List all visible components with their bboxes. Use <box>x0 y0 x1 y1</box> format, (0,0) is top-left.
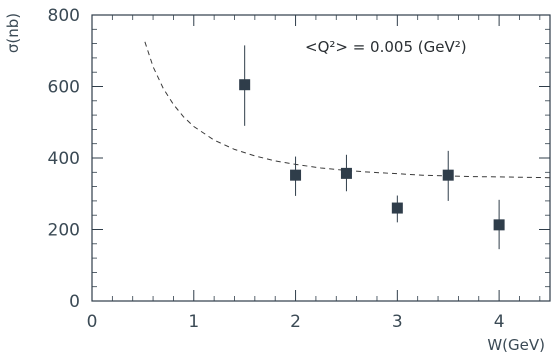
data-point <box>391 202 403 214</box>
y-tick-label: 400 <box>48 149 80 169</box>
axis-ticks: 0 1 2 3 4 0 200 400 600 800 <box>48 6 550 332</box>
points-layer <box>239 45 505 250</box>
y-tick-label: 800 <box>48 6 80 26</box>
y-axis-label: σ(nb) <box>4 13 22 53</box>
data-point <box>340 167 352 179</box>
annotation: <Q²> = 0.005 (GeV²) <box>305 38 467 56</box>
x-tick-label: 4 <box>494 312 505 332</box>
curve-layer <box>144 41 551 179</box>
x-tick-label: 3 <box>392 312 403 332</box>
dashed-curve <box>144 41 551 179</box>
x-tick-label: 2 <box>290 312 301 332</box>
x-tick-label: 1 <box>188 312 199 332</box>
x-axis-label: W(GeV) <box>487 336 545 354</box>
y-tick-label: 600 <box>48 78 80 98</box>
labels-layer: <Q²> = 0.005 (GeV²) W(GeV) σ(nb) <box>4 13 545 354</box>
y-tick-label: 200 <box>48 221 80 241</box>
y-tick-label: 0 <box>69 292 80 312</box>
data-point <box>239 79 251 91</box>
data-point <box>290 169 302 181</box>
data-point <box>442 169 454 181</box>
plot-border <box>91 14 551 302</box>
x-tick-label: 0 <box>87 312 98 332</box>
plot-frame <box>91 14 551 302</box>
data-point <box>493 219 505 231</box>
